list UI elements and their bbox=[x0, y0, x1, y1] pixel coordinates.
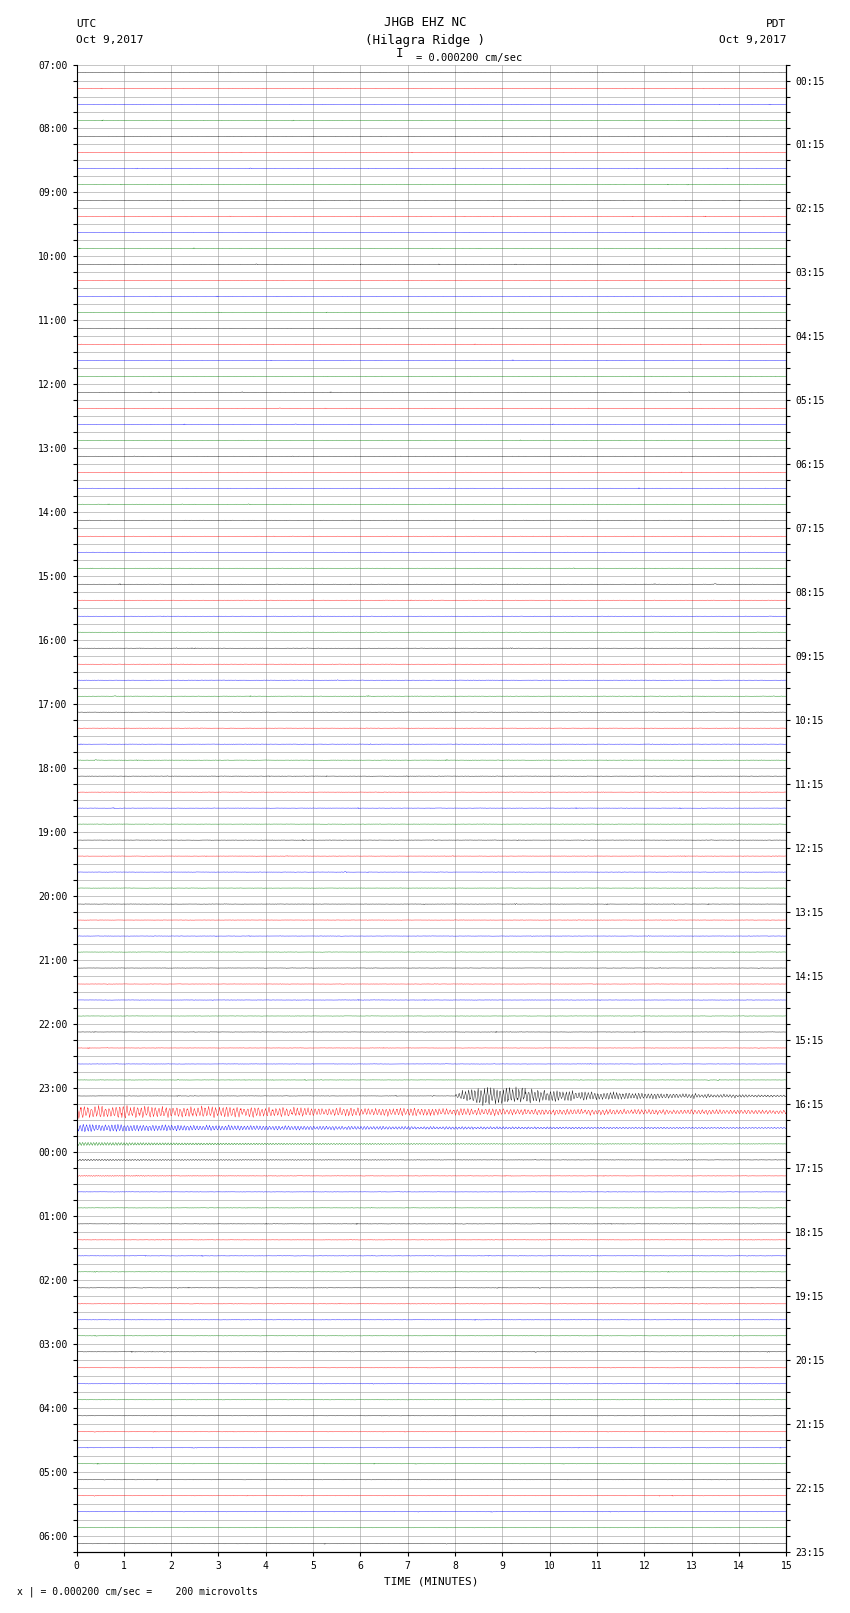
X-axis label: TIME (MINUTES): TIME (MINUTES) bbox=[384, 1576, 479, 1586]
Text: Oct 9,2017: Oct 9,2017 bbox=[719, 35, 786, 45]
Text: UTC: UTC bbox=[76, 19, 97, 29]
Text: PDT: PDT bbox=[766, 19, 786, 29]
Text: JHGB EHZ NC: JHGB EHZ NC bbox=[383, 16, 467, 29]
Text: x | = 0.000200 cm/sec =    200 microvolts: x | = 0.000200 cm/sec = 200 microvolts bbox=[17, 1586, 258, 1597]
Text: = 0.000200 cm/sec: = 0.000200 cm/sec bbox=[416, 53, 523, 63]
Text: Oct 9,2017: Oct 9,2017 bbox=[76, 35, 144, 45]
Text: (Hilagra Ridge ): (Hilagra Ridge ) bbox=[365, 34, 485, 47]
Text: I: I bbox=[396, 47, 403, 60]
